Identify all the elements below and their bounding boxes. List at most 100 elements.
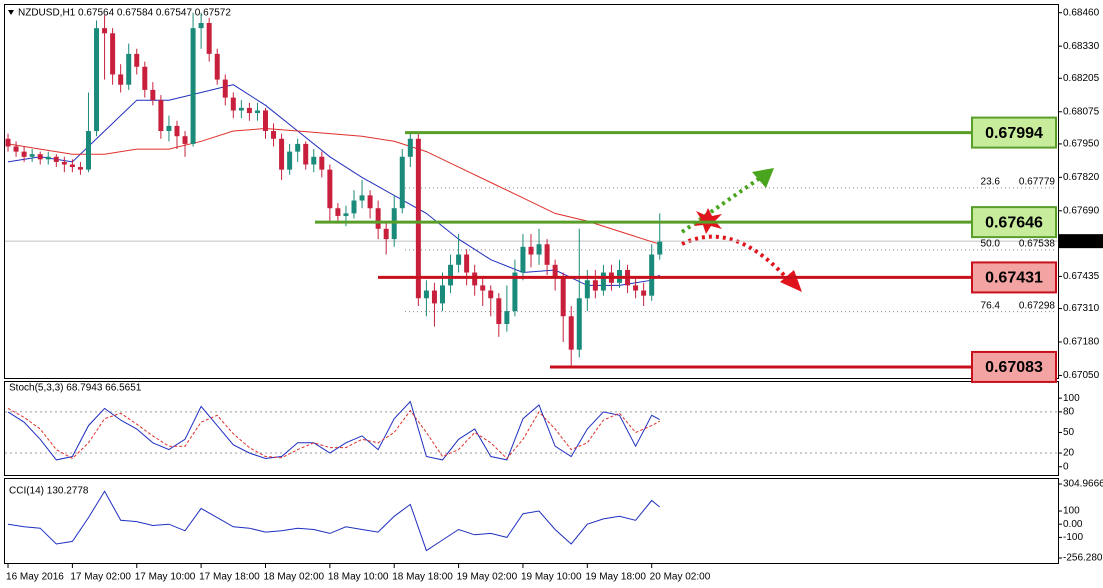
candle-body [94,28,100,132]
x-tick-label: 19 May 18:00 [585,572,646,583]
candle-body [142,66,148,90]
candle-body [641,290,647,296]
down-arrow-head [780,270,802,292]
candle-body [182,136,188,144]
x-tick-label: 20 May 02:00 [650,572,711,583]
candle-body [134,53,140,67]
candle-body [472,272,478,286]
level-box [971,350,1057,383]
candle-body [110,33,116,75]
y-tick-label: 50 [1063,427,1075,438]
candle-body [61,161,67,165]
y-tick-label: 100 [1063,393,1080,404]
fib-level: 76.4 [981,300,1001,311]
indicator-line [7,407,660,460]
y-tick-label: 0.68330 [1063,41,1100,52]
current-price-label: 0.67572 [1061,236,1098,247]
candle-body [568,316,574,350]
candle-body [37,154,43,160]
candle-body [174,125,180,137]
y-tick-label: 100 [1063,506,1080,517]
y-tick-label: 0.67435 [1063,271,1100,282]
level-label: 0.67431 [985,270,1043,287]
candle-body [5,138,11,147]
candle-body [45,156,51,160]
candle-body [279,138,285,170]
cci-frame [4,478,1059,564]
level-box [971,116,1057,149]
candle-body [448,264,454,286]
candle-body [399,156,405,209]
candle-body [423,290,429,299]
candle-body [351,200,357,214]
y-tick-label: 0.67050 [1063,370,1100,381]
y-tick-label: 304.9666 [1063,479,1103,490]
y-tick-label: 0 [1063,461,1069,472]
candle-body [488,290,494,299]
menu-triangle [8,10,14,15]
candle-body [29,154,35,157]
candle-body [544,244,550,265]
fib-level: 50.0 [981,239,1001,250]
candle-body [53,156,59,162]
candle-body [560,277,566,317]
candle-body [102,28,108,34]
candle-body [375,208,381,229]
candle-body [343,213,349,216]
candle-body [254,110,260,114]
candle-body [367,195,373,209]
candle-body [198,23,204,29]
candle-body [431,290,437,304]
level-label: 0.67994 [985,125,1043,142]
candle-body [13,146,19,152]
candle-body [576,298,582,350]
candle-body [246,107,252,114]
y-tick-label: -100 [1063,532,1083,543]
candle-body [69,164,75,168]
y-tick-label: 0.67310 [1063,303,1100,314]
candle-body [600,272,606,291]
candle-body [126,53,132,85]
candle-body [657,241,663,255]
candle-body [512,272,518,312]
level-box [971,206,1057,239]
candle-body [21,151,27,157]
candle-body [528,246,534,255]
candle-body [439,285,445,304]
y-tick-label: 0.67180 [1063,337,1100,348]
x-tick-label: 18 May 18:00 [392,572,453,583]
candle-body [391,208,397,240]
candle-body [520,246,526,273]
candle-body [271,131,277,139]
candle-body [359,195,365,201]
candle-body [222,79,228,98]
indicator-title: Stoch(5,3,3) 68.7943 66.5651 [9,383,142,394]
candle-body [327,169,333,209]
candle-body [77,167,83,170]
y-tick-label: 0.68460 [1063,7,1100,18]
y-tick-label: 80 [1063,407,1075,418]
candle-body [496,298,502,324]
candle-body [85,131,91,170]
y-tick-label: 0.67820 [1063,172,1100,183]
candle-body [262,110,268,132]
x-tick-label: 17 May 10:00 [135,572,196,583]
level-box [971,261,1057,294]
x-tick-label: 19 May 10:00 [521,572,582,583]
level-label: 0.67646 [985,214,1043,231]
candle-body [214,53,220,80]
y-tick-label: 0.00 [1063,519,1083,530]
candle-body [166,125,172,132]
candle-body [311,156,317,165]
candle-body [287,151,293,170]
candle-body [303,143,309,165]
x-tick-label: 17 May 02:00 [70,572,131,583]
candle-body [319,156,325,170]
x-tick-label: 16 May 2016 [6,572,64,583]
x-tick-label: 17 May 18:00 [199,572,260,583]
y-tick-label: 0.68205 [1063,73,1100,84]
candle-body [536,244,542,255]
candle-body [633,285,639,291]
candle-body [456,254,462,265]
fib-price: 0.67779 [1019,177,1056,188]
